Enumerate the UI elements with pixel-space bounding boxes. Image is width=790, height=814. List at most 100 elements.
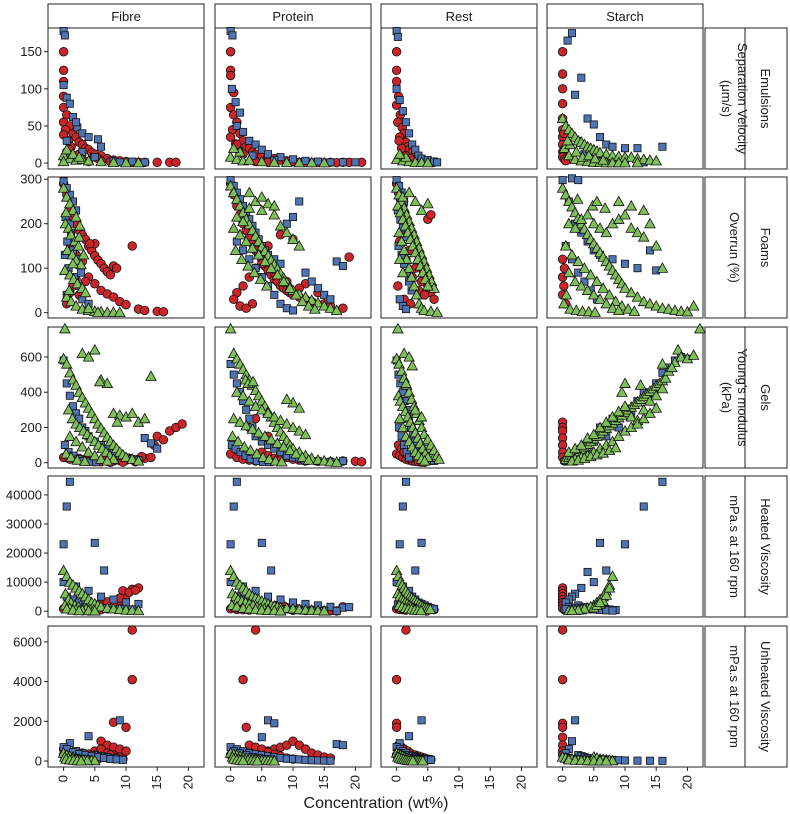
blue-square-point xyxy=(401,118,410,127)
green-triangle-point xyxy=(599,202,611,213)
red-circle-point xyxy=(111,263,122,273)
green-triangle-point xyxy=(63,284,76,295)
blue-square-point xyxy=(621,540,630,549)
green-triangle-point xyxy=(406,359,419,371)
green-triangle-point xyxy=(226,430,239,441)
red-circle-point xyxy=(557,69,568,79)
blue-square-point xyxy=(608,142,617,151)
x-tick-label: 10 xyxy=(285,775,300,789)
green-triangle-point xyxy=(249,400,262,411)
blue-square-point xyxy=(658,477,667,486)
blue-square-point xyxy=(60,441,69,450)
green-triangle-point xyxy=(290,447,302,459)
red-circle-point xyxy=(391,47,402,57)
red-circle-point xyxy=(393,281,403,291)
blue-square-point xyxy=(146,439,155,448)
green-triangle-point xyxy=(606,410,619,422)
green-triangle-point xyxy=(70,435,82,447)
green-triangle-point xyxy=(243,154,256,165)
blue-square-point xyxy=(426,755,435,764)
green-triangle-point xyxy=(275,455,288,467)
row-strips: Separation Velocity(μm/s) Emulsions Overru… xyxy=(704,27,788,768)
green-triangle-point xyxy=(73,231,86,242)
red-circle-point xyxy=(58,65,69,76)
blue-square-point xyxy=(65,391,74,400)
red-circle-point xyxy=(80,276,91,287)
y-tick-label: 400 xyxy=(20,385,42,400)
green-triangle-point xyxy=(324,302,337,313)
panel-heated-starch xyxy=(546,475,704,618)
y-tick-label: 0 xyxy=(35,305,42,320)
green-triangle-point xyxy=(79,286,92,298)
blue-square-point xyxy=(118,755,127,764)
green-triangle-point xyxy=(224,322,237,334)
green-triangle-point xyxy=(268,410,281,422)
green-triangle-point xyxy=(287,421,299,433)
green-triangle-point xyxy=(88,754,101,766)
x-tick-label: 15 xyxy=(316,775,331,789)
green-triangle-point xyxy=(268,156,281,167)
green-triangle-point xyxy=(58,264,71,275)
blue-square-point xyxy=(602,566,611,575)
panel-foams-starch xyxy=(546,174,704,319)
green-triangle-point xyxy=(92,306,104,317)
red-circle-point xyxy=(158,307,169,317)
column-strip-fibre: Fibre xyxy=(47,3,205,29)
blue-square-point xyxy=(295,197,304,206)
green-triangle-point xyxy=(594,222,606,233)
green-triangle-point xyxy=(65,451,77,462)
blue-square-point xyxy=(621,756,630,765)
green-triangle-point xyxy=(255,204,268,215)
green-triangle-point xyxy=(318,156,331,168)
blue-square-point xyxy=(301,156,310,165)
blue-square-point xyxy=(417,716,426,725)
row-label: Foams xyxy=(758,228,773,268)
green-triangle-point xyxy=(67,257,79,269)
red-circle-point xyxy=(238,674,248,685)
blue-square-point xyxy=(231,98,240,107)
green-triangle-point xyxy=(280,393,293,404)
green-triangle-point xyxy=(254,273,267,284)
green-triangle-point xyxy=(694,322,706,334)
blue-square-point xyxy=(411,566,420,575)
blue-square-point xyxy=(227,84,236,93)
x-axis-title: Concentration (wt%) xyxy=(304,795,449,812)
red-circle-point xyxy=(225,47,236,57)
blue-square-point xyxy=(100,566,109,575)
blue-square-point xyxy=(633,756,642,765)
green-triangle-point xyxy=(60,357,73,369)
y-tick-label: 100 xyxy=(20,81,42,96)
blue-square-point xyxy=(229,502,238,511)
green-triangle-point xyxy=(418,304,430,315)
row-strip-heated: mPa.s at 160 rpm Heated Viscosity xyxy=(704,475,788,618)
red-circle-point xyxy=(559,281,569,291)
green-triangle-point xyxy=(600,589,613,600)
green-triangle-point xyxy=(113,306,126,317)
green-triangle-point xyxy=(271,437,284,448)
blue-square-point xyxy=(639,502,648,511)
green-triangle-point xyxy=(424,603,437,615)
x-tick-label: 5 xyxy=(586,775,601,782)
y-tick-label: 20000 xyxy=(6,546,42,561)
green-triangle-point xyxy=(71,454,84,465)
green-triangle-point xyxy=(403,186,415,198)
green-triangle-point xyxy=(625,151,638,162)
x-tick-label: 5 xyxy=(87,775,102,782)
green-triangle-point xyxy=(95,453,107,464)
green-triangle-point xyxy=(280,156,293,167)
green-triangle-point xyxy=(73,219,86,231)
blue-square-point xyxy=(398,107,407,116)
green-triangle-point xyxy=(603,581,616,593)
green-triangle-point xyxy=(259,430,271,441)
blue-square-point xyxy=(577,73,586,82)
green-triangle-point xyxy=(138,412,151,424)
green-triangle-point xyxy=(622,303,634,314)
green-triangle-point xyxy=(230,153,243,164)
green-triangle-point xyxy=(612,304,625,315)
green-triangle-point xyxy=(70,379,82,390)
red-circle-point xyxy=(391,76,402,87)
panel-heated-protein xyxy=(214,475,372,618)
green-triangle-point xyxy=(675,350,688,362)
blue-square-point xyxy=(398,502,407,511)
